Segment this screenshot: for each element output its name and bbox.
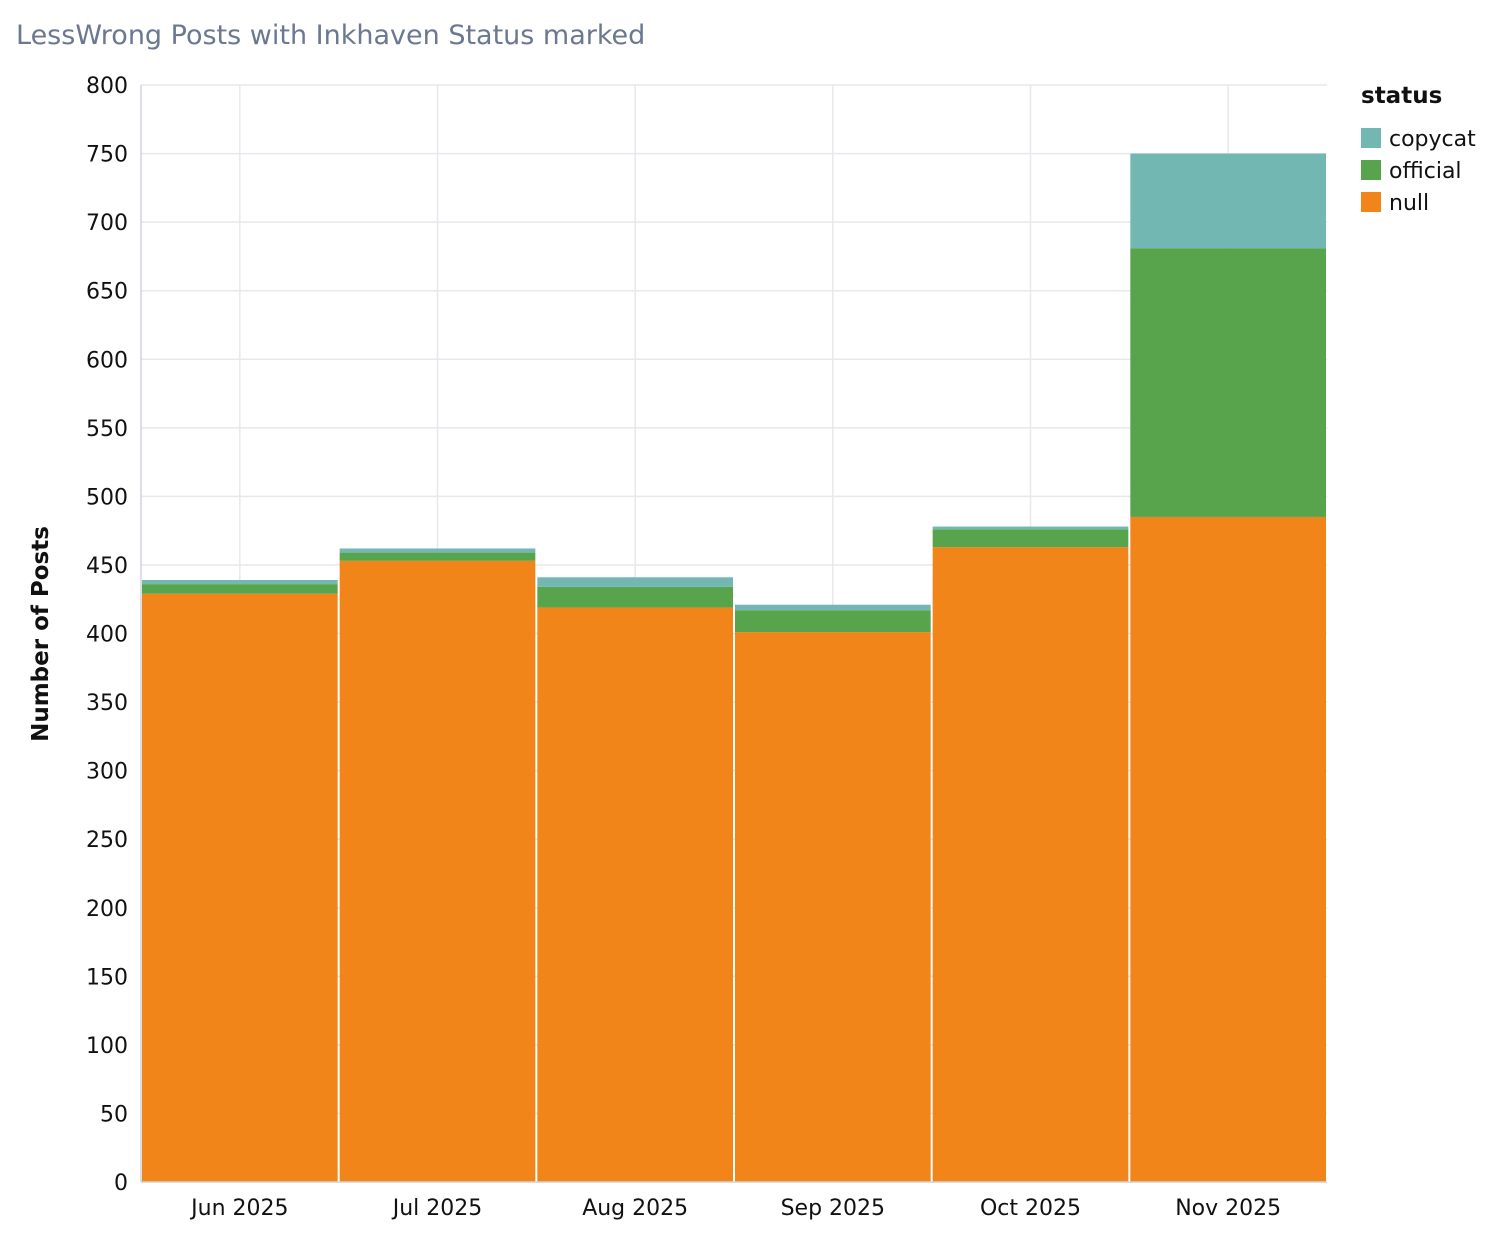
legend-label-copycat[interactable]: copycat bbox=[1389, 127, 1476, 152]
bar-segment-official[interactable] bbox=[735, 610, 931, 633]
y-tick-label: 50 bbox=[100, 1102, 128, 1127]
y-tick-label: 800 bbox=[86, 74, 128, 99]
y-tick-label: 700 bbox=[86, 211, 128, 236]
bar-segment-null[interactable] bbox=[1130, 516, 1326, 1182]
x-tick-label: Nov 2025 bbox=[1175, 1196, 1281, 1221]
y-tick-label: 250 bbox=[86, 828, 128, 853]
x-tick-label: Oct 2025 bbox=[980, 1196, 1081, 1221]
bar-segment-null[interactable] bbox=[932, 547, 1129, 1182]
y-tick-label: 100 bbox=[86, 1034, 128, 1059]
legend-label-null[interactable]: null bbox=[1389, 191, 1429, 216]
x-tick-label: Jul 2025 bbox=[391, 1196, 483, 1221]
y-tick-label: 300 bbox=[86, 760, 128, 785]
y-tick-label: 750 bbox=[86, 143, 128, 168]
y-tick-label: 200 bbox=[86, 897, 128, 922]
legend-swatch-null[interactable] bbox=[1361, 192, 1381, 212]
y-tick-label: 150 bbox=[86, 965, 128, 990]
legend-swatch-official[interactable] bbox=[1361, 160, 1381, 180]
bar-segment-official[interactable] bbox=[339, 552, 536, 561]
bar-segment-null[interactable] bbox=[537, 607, 733, 1182]
y-tick-label: 500 bbox=[86, 485, 128, 510]
legend-label-official[interactable]: official bbox=[1389, 159, 1462, 184]
bar-segment-official[interactable] bbox=[142, 584, 338, 594]
y-tick-label: 400 bbox=[86, 623, 128, 648]
y-axis-title: Number of Posts bbox=[28, 526, 54, 742]
bar-segment-official[interactable] bbox=[1130, 248, 1326, 517]
legend-title: status bbox=[1361, 83, 1442, 109]
y-tick-label: 450 bbox=[86, 554, 128, 579]
y-tick-label: 350 bbox=[86, 691, 128, 716]
bar-segment-copycat[interactable] bbox=[339, 548, 536, 553]
bar-segment-null[interactable] bbox=[142, 593, 338, 1182]
x-tick-label: Jun 2025 bbox=[189, 1196, 288, 1221]
bar-segment-null[interactable] bbox=[339, 560, 536, 1182]
bars-layer bbox=[142, 153, 1326, 1182]
bar-segment-official[interactable] bbox=[932, 529, 1129, 548]
axes-layer: 0 50 100 150 200 250 300 350 400 450 500 550 600 650 7… bbox=[86, 74, 1327, 1221]
bar-segment-copycat[interactable] bbox=[932, 526, 1129, 530]
bar-segment-copycat[interactable] bbox=[735, 604, 931, 611]
bar-segment-copycat[interactable] bbox=[142, 580, 338, 585]
bar-segment-copycat[interactable] bbox=[1130, 153, 1326, 249]
y-tick-label: 600 bbox=[86, 348, 128, 373]
y-tick-label: 650 bbox=[86, 280, 128, 305]
bar-segment-copycat[interactable] bbox=[537, 577, 733, 587]
legend-swatch-copycat[interactable] bbox=[1361, 128, 1381, 148]
y-tick-label: 550 bbox=[86, 417, 128, 442]
chart-title: LessWrong Posts with Inkhaven Status mar… bbox=[16, 20, 645, 51]
x-tick-label: Sep 2025 bbox=[781, 1196, 885, 1221]
legend: status copycat official null bbox=[1361, 83, 1476, 216]
bar-segment-null[interactable] bbox=[735, 632, 931, 1182]
bar-segment-official[interactable] bbox=[537, 586, 733, 608]
y-tick-label: 0 bbox=[114, 1171, 128, 1196]
x-tick-label: Aug 2025 bbox=[582, 1196, 688, 1221]
